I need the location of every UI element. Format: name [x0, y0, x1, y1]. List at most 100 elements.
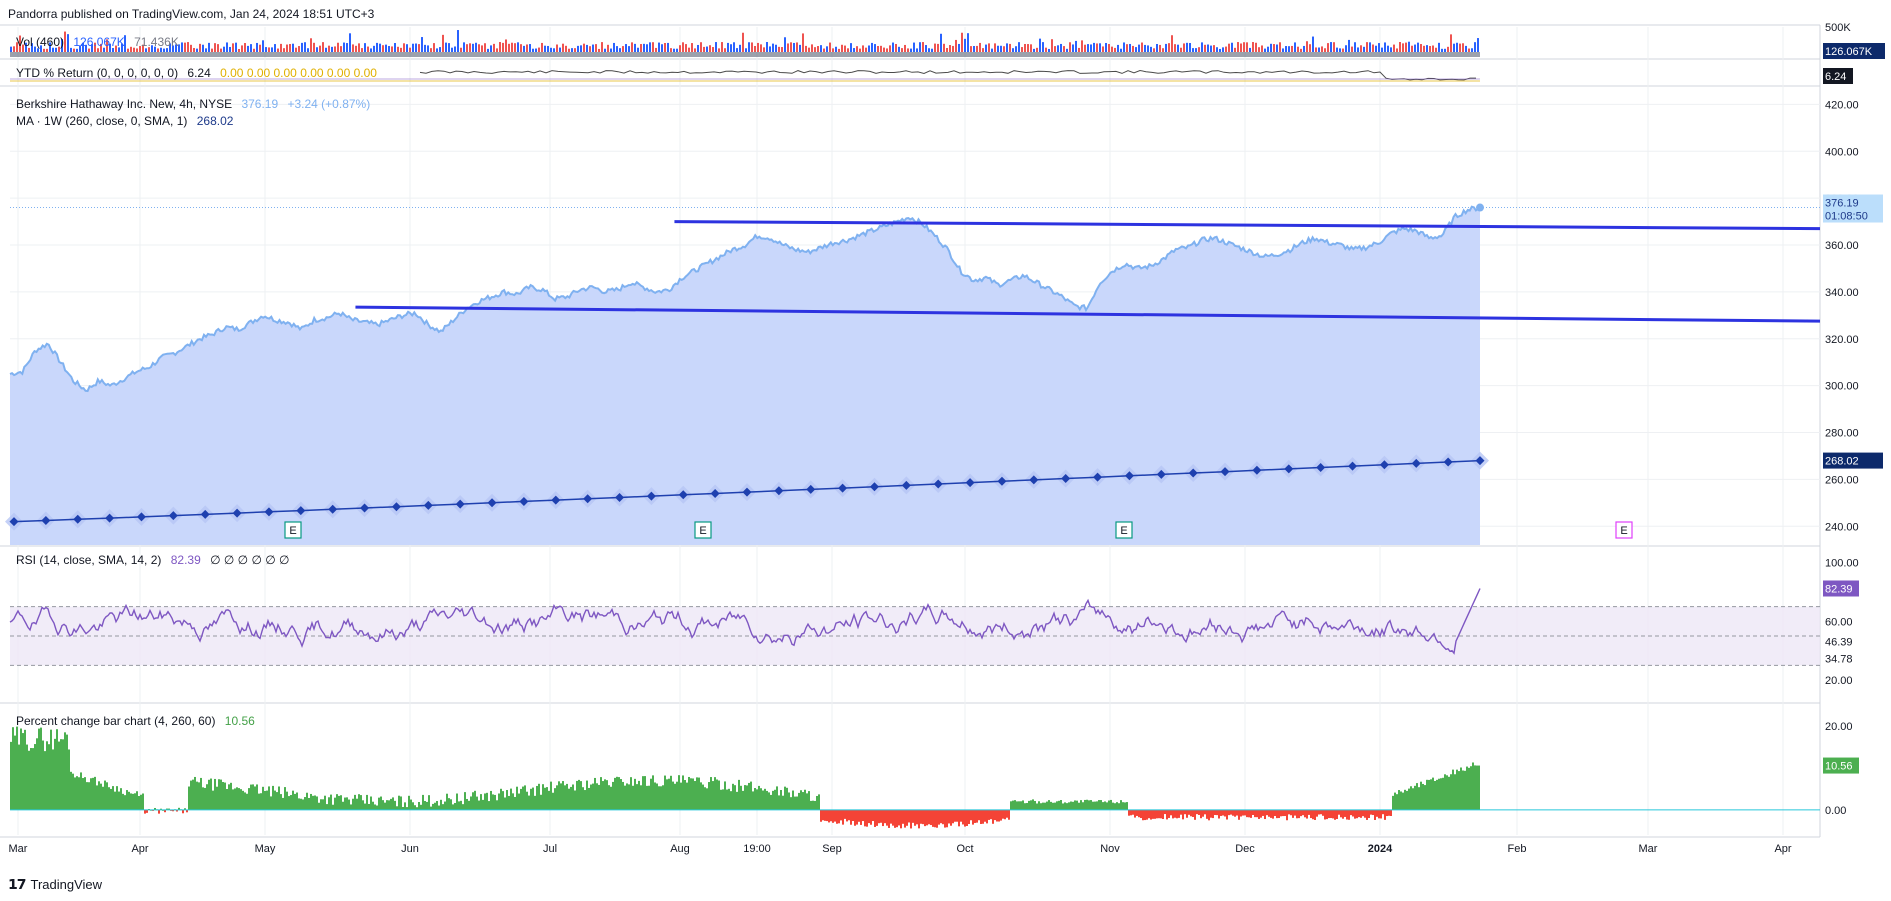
volume-bar [1459, 43, 1461, 52]
volume-bar [1258, 47, 1260, 52]
volume-bar [628, 46, 630, 52]
pct-bar [1322, 809, 1324, 816]
volume-bar [835, 46, 837, 52]
pct-bar [270, 796, 272, 810]
pct-bar [436, 801, 438, 810]
pct-bar [1242, 809, 1244, 816]
pct-bar [1202, 809, 1204, 817]
pct-bar [120, 788, 122, 810]
pct-bar [554, 788, 556, 810]
pct-bar [812, 800, 814, 810]
pct-legend[interactable]: Percent change bar chart (4, 260, 60) 10… [16, 714, 255, 728]
pct-bar [780, 790, 782, 810]
pct-bar [298, 798, 300, 810]
pct-bar [132, 793, 134, 810]
pct-bar [1178, 809, 1180, 818]
volume-bar [1378, 43, 1380, 52]
ytd-legend[interactable]: YTD % Return (0, 0, 0, 0, 0, 0) 6.24 0.0… [16, 66, 377, 80]
pct-value: 10.56 [224, 714, 255, 728]
pct-bar [368, 803, 370, 810]
pct-bar [1230, 809, 1232, 815]
volume-bar [46, 48, 48, 52]
pct-bar [232, 789, 234, 810]
pct-bar [110, 788, 112, 810]
volume-axis-top: 500K [1825, 22, 1851, 34]
symbol-legend[interactable]: Berkshire Hathaway Inc. New, 4h, NYSE 37… [16, 97, 370, 111]
volume-bar [1063, 46, 1065, 52]
pct-bar [402, 806, 404, 810]
pct-bar [582, 787, 584, 810]
volume-bar [703, 46, 705, 52]
volume-bar [1192, 48, 1194, 52]
volume-bar [1471, 48, 1473, 52]
pct-bar [1246, 809, 1248, 818]
volume-bar [1255, 42, 1257, 52]
pct-bar [744, 785, 746, 810]
pct-bar [1182, 809, 1184, 820]
pct-bar [342, 801, 344, 810]
pct-bar [856, 809, 858, 825]
pct-bar [258, 793, 260, 810]
pct-bar [426, 801, 428, 810]
rsi-zero-values: ∅ ∅ ∅ ∅ ∅ ∅ [210, 553, 290, 567]
tradingview-brand[interactable]: 𝟭𝟳 TradingView [8, 876, 102, 893]
volume-bar [1018, 42, 1020, 52]
pct-bar [68, 749, 70, 810]
pct-bar [24, 729, 26, 810]
volume-bar [499, 42, 501, 52]
pct-bar [514, 796, 516, 810]
pct-bar [860, 809, 862, 825]
volume-bar [1132, 45, 1134, 52]
ma-legend[interactable]: MA · 1W (260, close, 0, SMA, 1) 268.02 [16, 114, 233, 128]
volume-bar [1318, 47, 1320, 52]
pct-bar [1270, 809, 1272, 818]
pct-bar [194, 776, 196, 810]
earnings-marker-label: E [699, 525, 706, 537]
pct-bar [1244, 809, 1246, 816]
pct-bar [518, 793, 520, 810]
volume-bar [1453, 43, 1455, 52]
volume-bar [1384, 42, 1386, 52]
volume-bar [451, 47, 453, 52]
rsi-legend[interactable]: RSI (14, close, SMA, 14, 2) 82.39 ∅ ∅ ∅ … [16, 553, 290, 567]
pct-bar [1464, 770, 1466, 810]
pct-bar [98, 781, 100, 810]
volume-bar [223, 46, 225, 52]
pct-bar [1272, 809, 1274, 819]
volume-bar [109, 43, 111, 52]
pct-bar [182, 809, 184, 814]
pct-bar [866, 809, 868, 827]
ma-tag-bg [1823, 452, 1883, 469]
pct-bar [686, 782, 688, 810]
volume-bar [982, 48, 984, 52]
pct-bar [222, 781, 224, 810]
volume-bar [592, 44, 594, 52]
pct-bar [130, 793, 132, 810]
pct-bar [732, 783, 734, 810]
pct-bar [968, 809, 970, 825]
pct-bar [1062, 803, 1064, 810]
pct-bar [510, 788, 512, 810]
pct-bar [134, 793, 136, 810]
pct-bar [1370, 809, 1372, 815]
pct-bar [382, 800, 384, 810]
pct-bar [702, 784, 704, 810]
volume-bar [730, 44, 732, 52]
pct-bar [822, 809, 824, 821]
pct-bar [1070, 801, 1072, 810]
volume-bar [1390, 47, 1392, 52]
volume-legend[interactable]: Vol (460) 126.067K 71.436K [16, 35, 179, 49]
pct-bar [872, 809, 874, 822]
pct-bar [334, 797, 336, 810]
x-tick-label: Apr [131, 843, 148, 855]
volume-bar [484, 43, 486, 52]
pct-bar [1098, 800, 1100, 810]
volume-bar [226, 42, 228, 52]
volume-bar [145, 48, 147, 52]
volume-bar [280, 43, 282, 52]
volume-bar [40, 45, 42, 52]
volume-bar [1414, 44, 1416, 52]
volume-bar [934, 43, 936, 52]
pct-bar [1252, 809, 1254, 815]
